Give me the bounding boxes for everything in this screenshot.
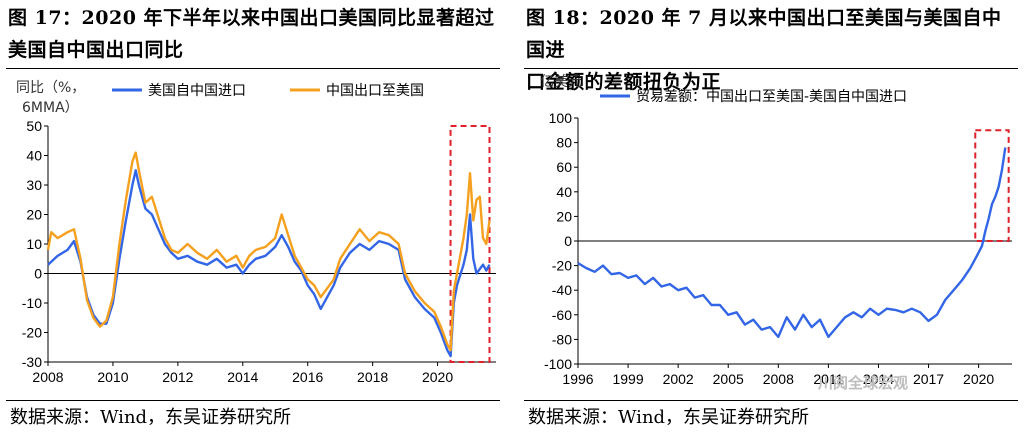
left-chart-title: 图 17：2020 年下半年以来中国出口美国同比显著超过 美国自中国出口同比 bbox=[8, 2, 500, 66]
left-title-line2: 美国自中国出口同比 bbox=[8, 39, 184, 61]
right-y-tick-label: 40 bbox=[556, 184, 572, 200]
left-x-tick-label: 2010 bbox=[97, 369, 128, 385]
right-highlight-box bbox=[974, 129, 1010, 242]
left-series-line-1 bbox=[47, 169, 491, 358]
left-y-tick-label: 50 bbox=[26, 118, 42, 134]
right-y-tick-label: -100 bbox=[544, 356, 572, 372]
right-y-tick-label: 20 bbox=[556, 208, 572, 224]
left-x-tick-label: 2018 bbox=[357, 369, 388, 385]
right-series-line-1 bbox=[577, 147, 1007, 339]
right-chart: 亿美元 -100 -80 -60 -40 -20 0 20 40 60 80 100 1996 1999 2… bbox=[540, 74, 1012, 392]
right-y-tick-label: 60 bbox=[556, 159, 572, 175]
right-bottom-rule bbox=[524, 400, 1018, 401]
left-source-note: 数据来源：Wind，东吴证券研究所 bbox=[10, 407, 292, 428]
left-x-tick-label: 2014 bbox=[227, 369, 258, 385]
left-x-tick-label: 2008 bbox=[32, 369, 63, 385]
right-y-tick-label: -60 bbox=[552, 307, 572, 323]
right-x-tick-label: 2005 bbox=[713, 371, 744, 387]
left-series-line-2 bbox=[46, 151, 491, 352]
right-title-line2: 口金额的差额扭负为正 bbox=[526, 71, 722, 93]
right-x-tick-label: 1999 bbox=[612, 371, 643, 387]
left-x-tick-label: 2016 bbox=[292, 369, 323, 385]
left-top-rule bbox=[6, 68, 500, 69]
right-legend-label-1: 贸易差额：中国出口至美国-美国自中国进口 bbox=[636, 89, 907, 105]
right-y-tick-label: 100 bbox=[549, 110, 573, 126]
right-watermark: 川阅全球宏观 bbox=[817, 374, 908, 392]
right-y-tick-label: -40 bbox=[552, 282, 572, 298]
right-y-tick-label: -80 bbox=[552, 331, 572, 347]
right-x-tick-label: 2011 bbox=[813, 371, 843, 387]
right-y-tick-label: 80 bbox=[556, 135, 572, 151]
left-y-tick-label: 40 bbox=[26, 148, 42, 164]
left-legend-label-1: 美国自中国进口 bbox=[148, 83, 246, 99]
right-chart-title: 图 18：2020 年 7 月以来中国出口至美国与美国自中国进 口金额的差额扭负… bbox=[526, 2, 1018, 98]
right-y-tick-label: -20 bbox=[552, 258, 572, 274]
right-panel: 图 18：2020 年 7 月以来中国出口至美国与美国自中国进 口金额的差额扭负… bbox=[518, 0, 1024, 435]
right-x-tick-label: 2020 bbox=[963, 371, 994, 387]
left-x-tick-label: 2020 bbox=[422, 369, 453, 385]
right-top-rule bbox=[524, 68, 1018, 69]
left-legend-label-2: 中国出口至美国 bbox=[326, 83, 424, 99]
left-title-line1: 图 17：2020 年下半年以来中国出口美国同比显著超过 bbox=[8, 7, 495, 29]
left-unit-label-line1: 同比（%， bbox=[16, 80, 85, 96]
right-source-note: 数据来源：Wind，东吴证券研究所 bbox=[528, 407, 810, 428]
left-bottom-rule bbox=[6, 400, 500, 401]
right-x-tick-label: 1996 bbox=[562, 371, 593, 387]
left-y-tick-label: -30 bbox=[22, 354, 42, 370]
right-unit-label: 亿美元 bbox=[540, 74, 582, 90]
right-x-tick-label: 2002 bbox=[663, 371, 694, 387]
left-chart: 同比（%， 6MMA） -30 -20 -10 0 10 20 30 40 50 2008 2010 20… bbox=[16, 80, 496, 385]
left-y-tick-label: -20 bbox=[22, 325, 42, 341]
left-x-tick-label: 2012 bbox=[162, 369, 193, 385]
right-x-tick-label: 2017 bbox=[913, 371, 944, 387]
right-y-tick-label: 0 bbox=[564, 233, 572, 249]
right-x-tick-label: 2014 bbox=[863, 371, 894, 387]
left-highlight-box bbox=[449, 125, 491, 363]
right-x-tick-label: 2008 bbox=[763, 371, 794, 387]
left-y-tick-label: 10 bbox=[26, 236, 42, 252]
left-unit-label-line2: 6MMA） bbox=[22, 100, 79, 116]
left-y-tick-label: 30 bbox=[26, 177, 42, 193]
left-panel: 图 17：2020 年下半年以来中国出口美国同比显著超过 美国自中国出口同比 同… bbox=[0, 0, 506, 435]
left-y-tick-label: 0 bbox=[34, 266, 42, 282]
left-y-tick-label: 20 bbox=[26, 207, 42, 223]
left-y-tick-label: -10 bbox=[22, 295, 42, 311]
right-title-line1: 图 18：2020 年 7 月以来中国出口至美国与美国自中国进 bbox=[526, 7, 1002, 61]
